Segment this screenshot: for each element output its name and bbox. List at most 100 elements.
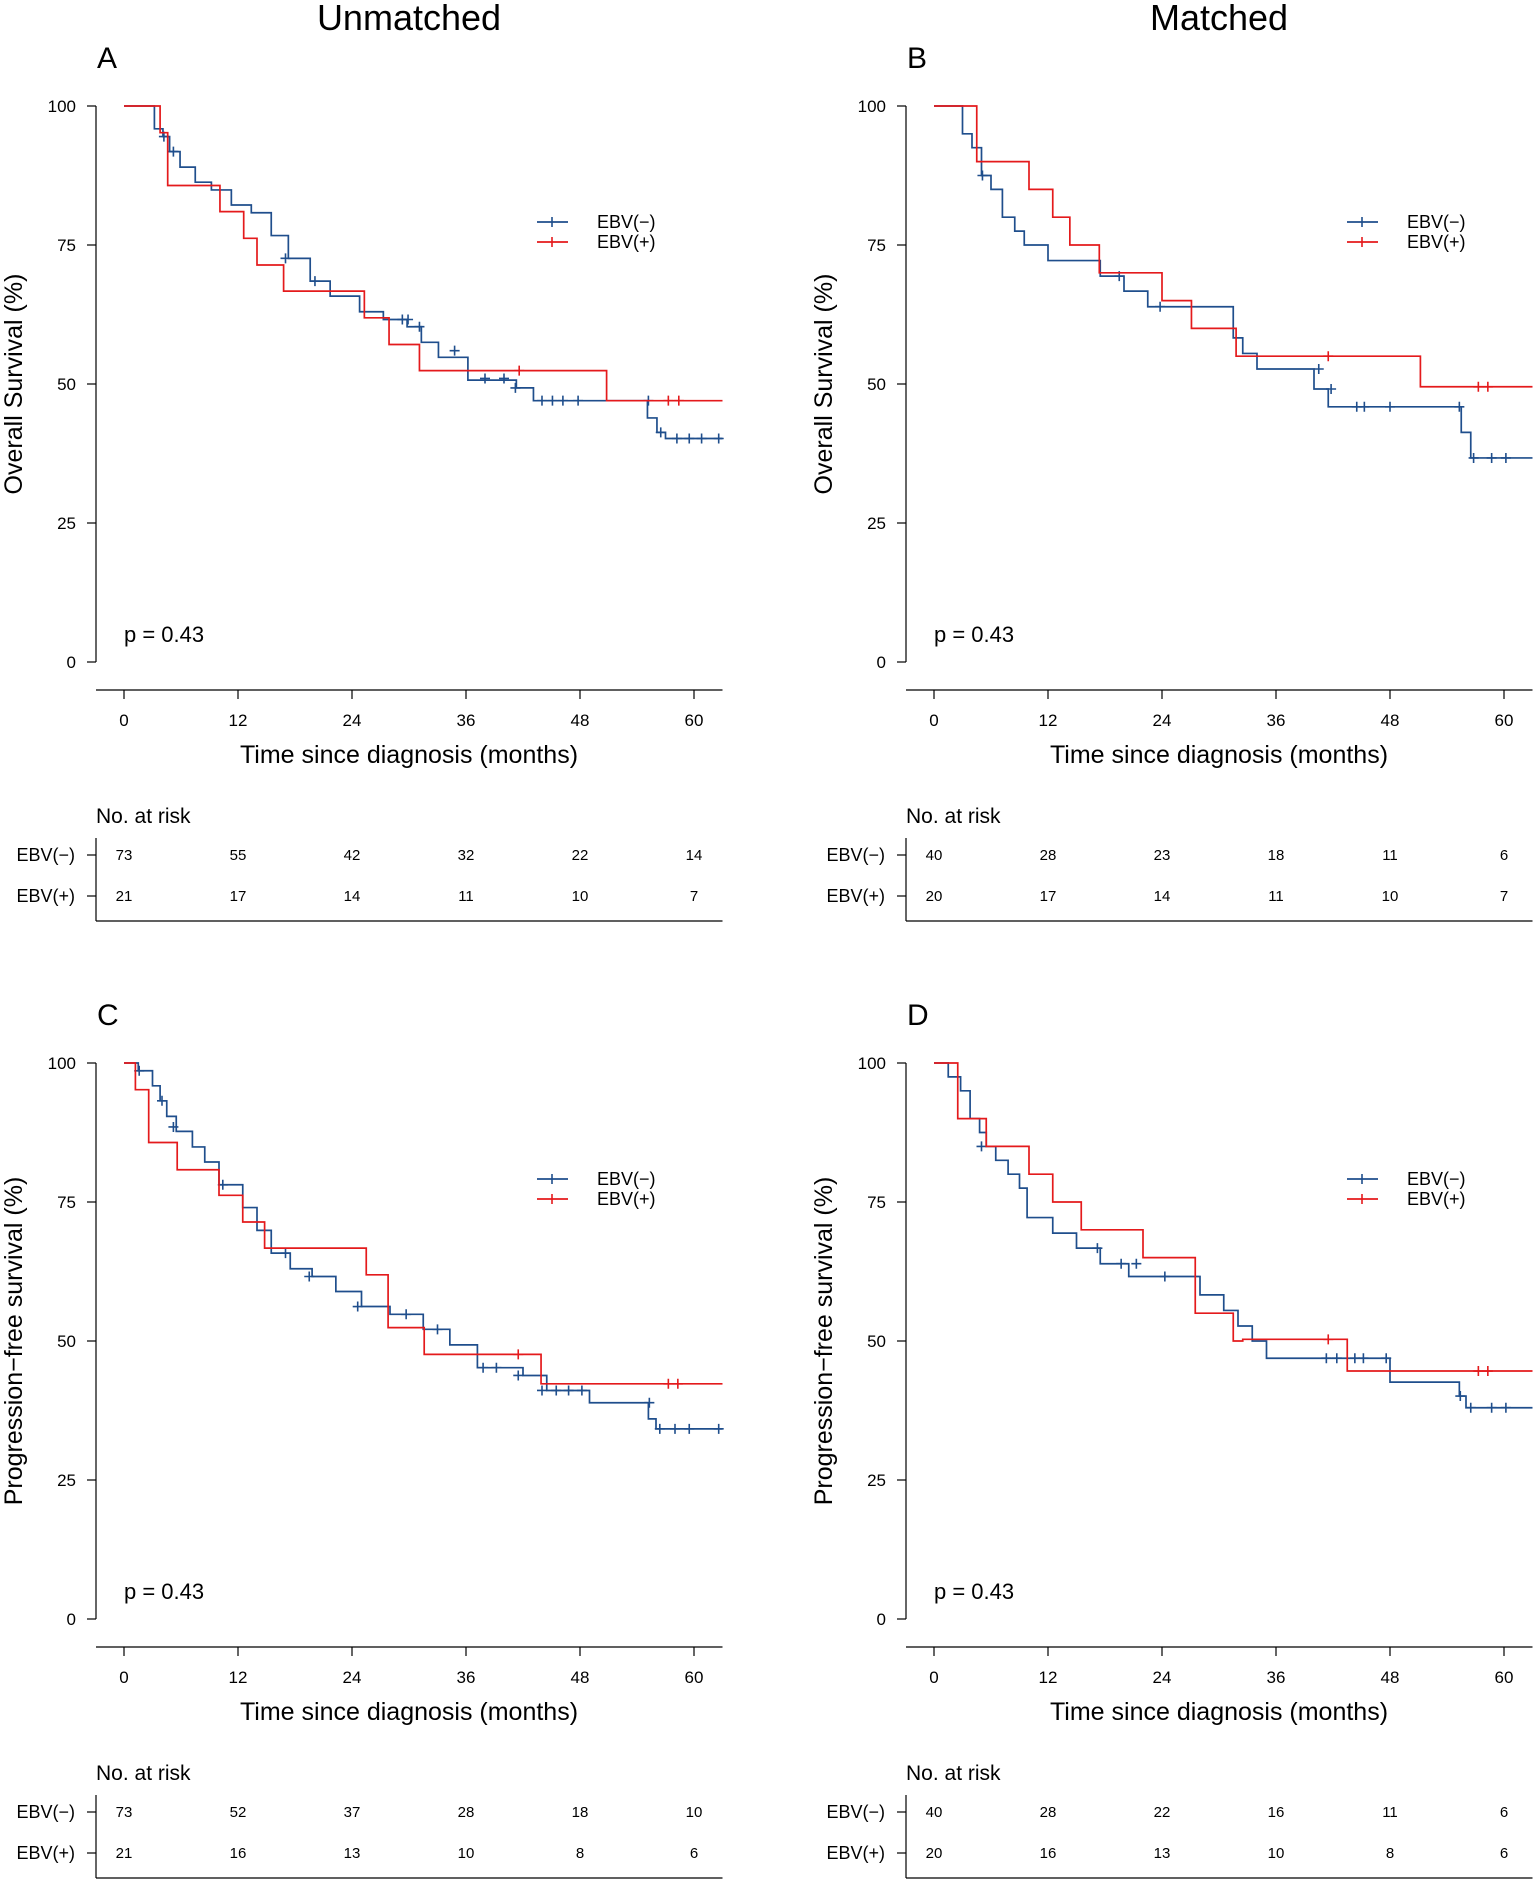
censor-mark (1482, 1366, 1493, 1377)
x-tick-label: 12 (229, 711, 248, 730)
censor-mark (1313, 363, 1324, 374)
risk-row-label: EBV(−) (16, 845, 75, 865)
panel-label: D (907, 999, 929, 1032)
censor-mark (663, 395, 674, 406)
x-tick-label: 36 (457, 1668, 476, 1687)
x-tick-label: 0 (929, 711, 938, 730)
risk-value: 11 (1382, 847, 1398, 864)
x-tick-label: 12 (1039, 1668, 1058, 1687)
censor-mark (1092, 1243, 1103, 1254)
y-tick-label: 75 (57, 236, 76, 255)
censor-mark (513, 1349, 524, 1360)
risk-table-title: No. at risk (906, 1762, 1001, 1785)
legend-label: EBV(−) (597, 212, 656, 232)
censor-mark (414, 321, 425, 332)
y-axis-label: Progression−free survival (%) (810, 1177, 838, 1506)
risk-value: 28 (1040, 847, 1057, 864)
y-axis-label: Overall Survival (%) (810, 274, 838, 495)
x-tick-label: 48 (1381, 1668, 1400, 1687)
survival-curve-ebv-neg (124, 1062, 723, 1430)
censor-mark (1358, 1353, 1369, 1364)
legend-label: EBV(−) (597, 1169, 656, 1189)
censor-mark (672, 1378, 683, 1389)
risk-value: 13 (1154, 1845, 1171, 1862)
x-tick-label: 48 (571, 711, 590, 730)
p-value: p = 0.43 (124, 622, 204, 647)
risk-value: 18 (1268, 847, 1285, 864)
censor-mark (573, 395, 584, 406)
censor-mark (168, 1121, 179, 1132)
censor-mark (537, 395, 547, 406)
risk-row-label: EBV(−) (826, 1802, 885, 1822)
y-tick-label: 50 (57, 1332, 76, 1351)
censor-mark (663, 1378, 674, 1389)
x-tick-label: 12 (229, 1668, 248, 1687)
censor-mark (654, 1423, 665, 1434)
y-tick-label: 0 (877, 1610, 886, 1629)
censor-mark (513, 1370, 524, 1381)
x-axis-label: Time since diagnosis (months) (240, 741, 578, 769)
risk-value: 20 (926, 888, 943, 905)
risk-value: 6 (1500, 1804, 1508, 1821)
y-tick-label: 75 (57, 1193, 76, 1212)
censor-mark (655, 427, 666, 438)
censor-mark (684, 433, 695, 444)
x-tick-label: 60 (1495, 1668, 1514, 1687)
risk-value: 28 (1040, 1804, 1057, 1821)
legend: EBV(−)EBV(+) (1347, 1169, 1466, 1209)
censor-mark (557, 395, 568, 406)
censor-mark (1482, 381, 1493, 392)
risk-value: 32 (458, 847, 475, 864)
censor-mark (280, 1248, 291, 1259)
risk-value: 18 (572, 1804, 589, 1821)
risk-value: 37 (344, 1804, 361, 1821)
censor-mark (1468, 452, 1479, 463)
censor-mark (1473, 381, 1484, 392)
censor-mark (280, 253, 291, 264)
y-tick-label: 75 (867, 1193, 886, 1212)
risk-row-label: EBV(+) (826, 1843, 885, 1863)
censor-mark (563, 1385, 574, 1396)
risk-value: 6 (1500, 847, 1508, 864)
risk-row-label: EBV(−) (826, 845, 885, 865)
y-tick-label: 100 (48, 1054, 76, 1073)
x-axis-label: Time since diagnosis (months) (240, 1698, 578, 1726)
survival-curve-ebv-pos (934, 1062, 1533, 1372)
survival-curve-ebv-pos (124, 1062, 723, 1385)
x-tick-label: 36 (457, 711, 476, 730)
risk-value: 14 (686, 847, 703, 864)
y-tick-label: 75 (867, 236, 886, 255)
x-tick-label: 60 (1495, 711, 1514, 730)
x-tick-label: 48 (1381, 711, 1400, 730)
censor-mark (1349, 1353, 1360, 1364)
censor-mark (671, 433, 682, 444)
panel-a: A 0 25 50 75 100 Overall Survival (%) 0 12 24 36 48… (0, 42, 724, 922)
censor-mark (1500, 1402, 1511, 1413)
legend: EBV(−)EBV(+) (537, 212, 656, 252)
y-tick-label: 25 (867, 514, 886, 533)
y-tick-label: 25 (867, 1471, 886, 1490)
risk-value: 21 (116, 888, 133, 905)
risk-row-label: EBV(−) (16, 1802, 75, 1822)
x-tick-label: 12 (1039, 711, 1058, 730)
p-value: p = 0.43 (934, 1579, 1014, 1604)
panel-label: C (97, 999, 119, 1032)
risk-value: 55 (230, 847, 247, 864)
censor-mark (1323, 351, 1334, 362)
risk-table: No. at risk EBV(−) 73 52 37 28 18 10 EBV(+) 21 16 1… (16, 1762, 723, 1879)
censor-mark (1500, 452, 1511, 463)
risk-table: No. at risk EBV(−) 40 28 22 16 11 6 EBV(+) 20 16 13… (826, 1762, 1533, 1879)
risk-row-label: EBV(+) (826, 886, 885, 906)
x-tick-label: 48 (571, 1668, 590, 1687)
censor-mark (478, 1362, 489, 1373)
panel-b: B 0 25 50 75 100 Overall Survival (%) 0 12 24 36 48… (810, 42, 1533, 922)
censor-mark (551, 1385, 562, 1396)
censor-mark (1321, 1353, 1332, 1364)
y-tick-label: 100 (858, 97, 886, 116)
risk-value: 40 (926, 847, 943, 864)
risk-value: 14 (344, 888, 361, 905)
x-tick-label: 60 (685, 1668, 704, 1687)
risk-table-title: No. at risk (906, 805, 1001, 828)
risk-value: 40 (926, 1804, 943, 1821)
censor-mark (976, 1141, 987, 1152)
